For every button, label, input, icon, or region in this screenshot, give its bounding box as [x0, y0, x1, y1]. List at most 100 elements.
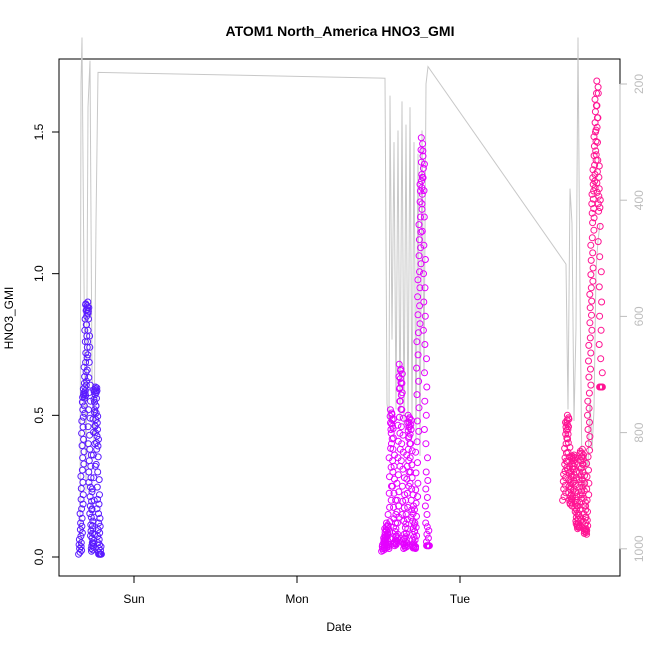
data-point [423, 511, 431, 518]
data-point [414, 479, 422, 487]
data-point [85, 468, 93, 476]
data-point [423, 530, 431, 538]
data-point [588, 297, 596, 305]
data-point [424, 454, 431, 462]
data-point [586, 418, 593, 426]
data-point [78, 546, 86, 554]
data-point [395, 360, 403, 368]
data-point [413, 512, 420, 520]
data-point [89, 539, 97, 547]
data-point [78, 505, 86, 513]
data-point [396, 413, 403, 421]
data-point [589, 166, 597, 174]
data-point [420, 270, 427, 278]
data-point [88, 547, 95, 555]
data-point [80, 448, 88, 456]
data-point [592, 137, 600, 145]
data-point [575, 476, 583, 484]
y-right-tick-label: 200 [632, 74, 646, 94]
data-point [83, 366, 91, 374]
y-axis-label: HNO3_GMI [2, 287, 16, 350]
data-point [92, 402, 100, 410]
data-point [385, 489, 393, 497]
data-point [419, 326, 427, 334]
data-point [587, 365, 594, 373]
data-point [421, 341, 429, 348]
data-point [586, 304, 594, 312]
data-point [589, 264, 597, 272]
data-point [92, 460, 100, 468]
data-point [81, 390, 89, 398]
data-point [420, 298, 428, 306]
data-point [420, 160, 428, 168]
data-point [406, 454, 414, 462]
y-axis-left: 0.0 0.5 1.0 1.5 [32, 123, 60, 565]
chart-title: ATOM1 North_America HNO3_GMI [226, 23, 455, 39]
data-point [415, 404, 423, 412]
data-point [415, 236, 423, 244]
data-point [393, 479, 401, 487]
data-point [95, 510, 102, 518]
data-point [423, 355, 430, 363]
data-point [417, 260, 425, 268]
x-axis: Sun Mon Tue [123, 575, 470, 606]
data-point [419, 147, 427, 155]
data-point [408, 447, 416, 455]
data-point [79, 413, 87, 421]
data-point [92, 429, 99, 437]
data-point [75, 541, 83, 549]
data-point [76, 510, 84, 518]
data-point [594, 200, 602, 208]
data-point [584, 440, 592, 448]
data-point [564, 435, 572, 443]
data-point [421, 256, 429, 263]
data-point [386, 503, 394, 511]
data-point [588, 311, 595, 319]
data-point [411, 519, 419, 527]
data-point [94, 495, 101, 503]
data-point [416, 284, 424, 292]
data-point [416, 198, 424, 206]
data-point [386, 528, 394, 536]
data-point [85, 478, 93, 486]
data-point [596, 312, 604, 320]
data-point [591, 95, 599, 103]
data-point [597, 268, 605, 276]
data-point [594, 138, 601, 146]
data-point [86, 445, 94, 453]
data-point [575, 510, 583, 518]
data-point [87, 397, 94, 405]
data-point [91, 406, 99, 414]
data-point [387, 463, 395, 471]
data-point [79, 500, 87, 508]
data-point [412, 499, 420, 507]
data-point [383, 541, 391, 549]
data-point [77, 472, 85, 480]
data-point [94, 468, 102, 476]
data-point [577, 479, 585, 487]
data-point [559, 496, 567, 504]
y-tick-label: 1.5 [32, 123, 46, 140]
data-point [595, 185, 603, 193]
data-point [587, 256, 595, 264]
data-point [563, 426, 570, 434]
data-point [424, 477, 432, 484]
data-point [584, 411, 591, 419]
data-point [390, 503, 398, 511]
data-point [580, 510, 588, 518]
data-point [594, 114, 602, 122]
data-point [419, 164, 427, 172]
data-point [422, 411, 430, 419]
data-point [77, 519, 85, 527]
data-point [595, 341, 603, 348]
data-point [400, 504, 408, 512]
plot-frame [58, 58, 621, 577]
data-point [87, 483, 94, 491]
data-point [584, 426, 592, 433]
data-point [415, 221, 423, 229]
data-point [82, 358, 90, 366]
data-point [563, 419, 571, 427]
data-point [564, 448, 572, 456]
y-right-tick-label: 600 [632, 306, 646, 326]
data-point [418, 200, 426, 208]
